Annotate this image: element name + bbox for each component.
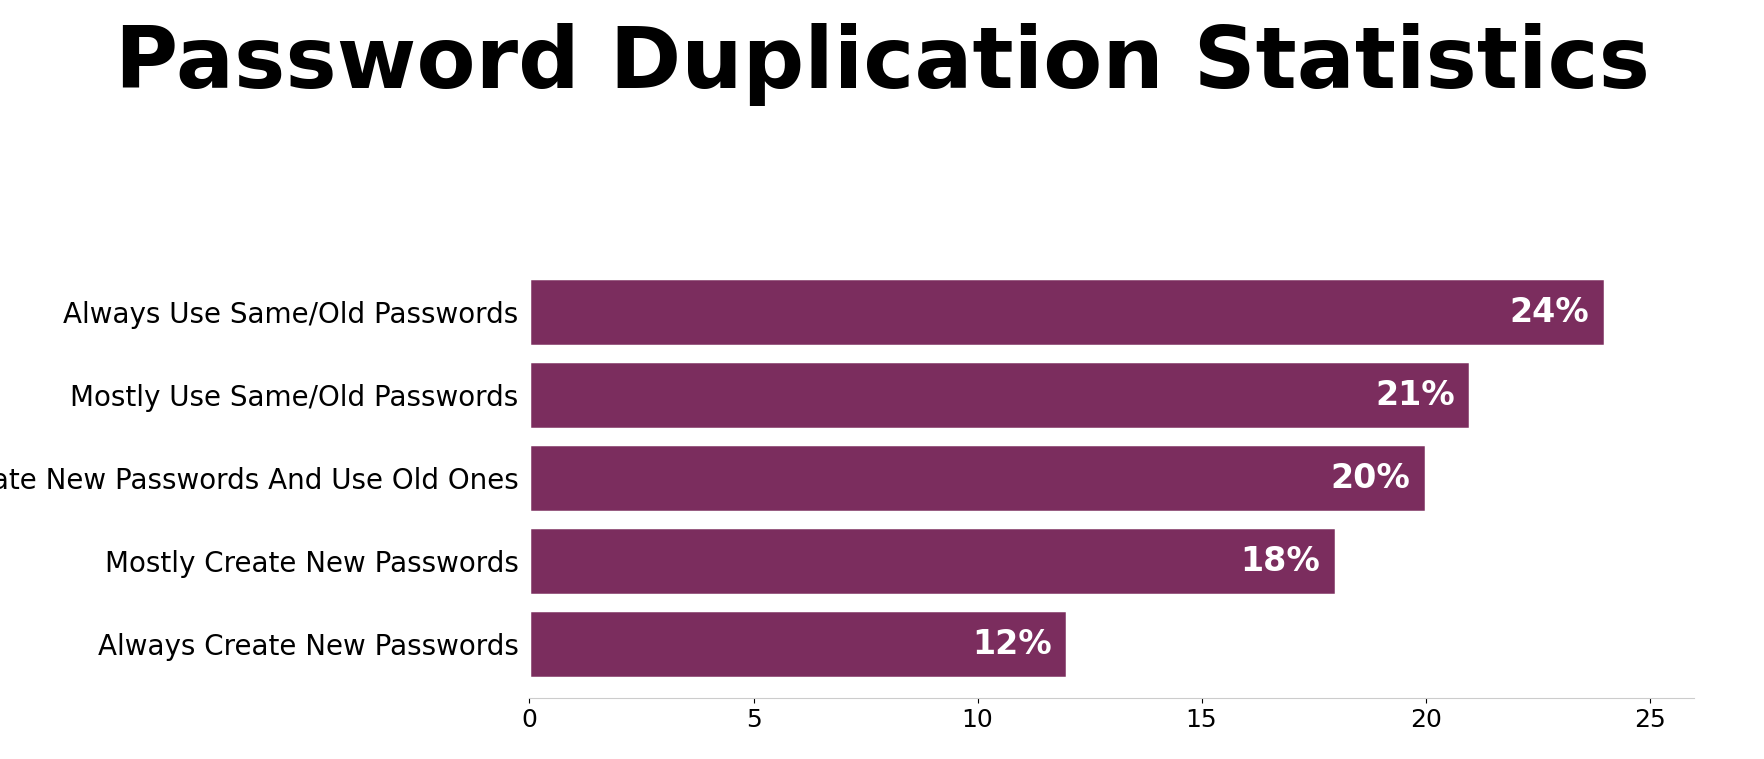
Text: Password Duplication Statistics: Password Duplication Statistics <box>115 23 1649 106</box>
Bar <box>529 444 1425 512</box>
Bar <box>529 610 1067 679</box>
Bar <box>529 278 1603 346</box>
Text: 20%: 20% <box>1330 461 1409 495</box>
Bar <box>529 361 1469 429</box>
Text: 21%: 21% <box>1374 379 1454 411</box>
Text: 24%: 24% <box>1508 295 1588 329</box>
Text: 12%: 12% <box>972 628 1051 661</box>
Bar <box>529 528 1335 595</box>
Text: 18%: 18% <box>1240 545 1319 578</box>
